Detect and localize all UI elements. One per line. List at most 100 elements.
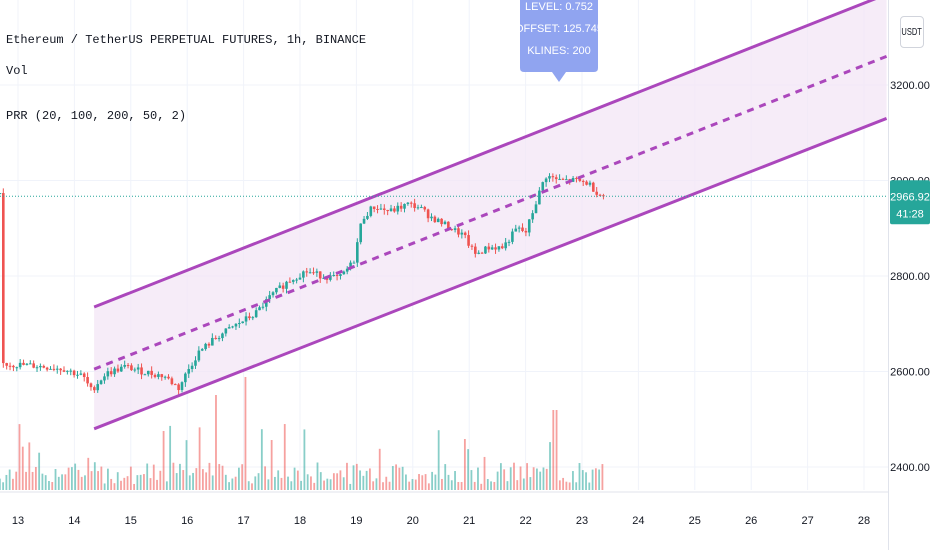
candle-body — [187, 369, 191, 374]
candle-body — [291, 280, 295, 282]
candle-body — [248, 316, 251, 319]
candle-body — [0, 193, 2, 195]
candle-body — [150, 370, 153, 375]
volume-bar — [424, 474, 427, 490]
volume-bar — [372, 481, 375, 490]
time-tick-label: 21 — [463, 515, 475, 527]
volume-bar — [378, 448, 381, 490]
candle-body — [551, 176, 555, 178]
candle-body — [514, 228, 518, 232]
candle-body — [457, 228, 460, 235]
candle-body — [527, 219, 531, 233]
volume-bar — [529, 477, 532, 490]
volume-bar — [103, 483, 106, 490]
volume-bar — [136, 475, 139, 490]
candle-body — [436, 218, 440, 223]
volume-bar — [601, 464, 604, 490]
candle-body — [109, 371, 113, 375]
candle-body — [214, 337, 218, 339]
candle-body — [393, 208, 396, 212]
candle-body — [106, 371, 110, 377]
volume-bar — [290, 481, 293, 490]
candle-body — [480, 252, 484, 254]
candle-body — [588, 182, 592, 185]
volume-bar — [267, 479, 270, 490]
candle-body — [72, 370, 76, 376]
candle-body — [470, 245, 474, 247]
volume-bar — [306, 474, 309, 490]
candle-body — [575, 178, 578, 180]
indicator-legend[interactable]: PRR (20, 100, 200, 50, 2) — [6, 109, 187, 123]
volume-bar — [18, 424, 21, 490]
candle-body — [177, 384, 180, 391]
volume-bar — [2, 482, 5, 490]
price-tick-label: 2400.00 — [890, 462, 930, 474]
volume-bar — [12, 478, 14, 490]
candle-body — [167, 376, 170, 379]
volume-bar — [70, 467, 73, 490]
volume-bar — [565, 481, 568, 490]
currency-button[interactable]: USDT — [900, 16, 924, 48]
last-price-badge: 2966.92 41:28 — [890, 180, 930, 225]
candle-body — [581, 180, 585, 182]
volume-bar — [460, 482, 463, 490]
volume-bar — [244, 377, 247, 490]
volume-bar — [61, 474, 63, 490]
candle-body — [86, 377, 89, 384]
volume-bar — [0, 478, 1, 490]
volume-bar — [120, 480, 122, 490]
volume-bar — [224, 474, 227, 490]
volume-bar — [385, 476, 388, 490]
candle-body — [389, 208, 393, 212]
volume-bar — [323, 480, 325, 490]
candle-body — [49, 368, 52, 370]
candle-body — [136, 367, 140, 370]
candle-body — [349, 262, 352, 269]
volume-bar — [450, 480, 453, 490]
volume-bar — [87, 457, 90, 490]
candle-body — [261, 306, 265, 308]
channel-fill — [94, 0, 887, 429]
candle-body — [517, 227, 521, 229]
candle-body — [99, 380, 103, 385]
volume-bar — [421, 475, 424, 490]
symbol-legend[interactable]: Ethereum / TetherUS PERPETUAL FUTURES, 1… — [6, 33, 367, 47]
volume-bar — [165, 481, 168, 490]
volume-bar — [470, 470, 473, 490]
candle-body — [403, 203, 406, 209]
volume-bar — [100, 466, 103, 490]
volume-bar — [54, 469, 57, 490]
volume-bar — [414, 479, 417, 490]
candle-body — [315, 271, 319, 273]
candle-body — [62, 370, 66, 372]
candle-body — [490, 247, 494, 250]
candle-body — [497, 246, 501, 250]
candle-body — [69, 370, 73, 372]
volume-bar — [549, 442, 551, 490]
candle-body — [82, 373, 86, 378]
candle-body — [8, 365, 12, 367]
time-tick-label: 19 — [350, 515, 362, 527]
time-tick-label: 20 — [407, 515, 419, 527]
volume-bar — [260, 429, 263, 490]
volume-bar — [110, 478, 113, 490]
price-tick-label: 3200.00 — [890, 80, 930, 92]
candle-body — [332, 275, 336, 277]
candle-body — [45, 367, 49, 370]
candle-body — [565, 179, 568, 181]
currency-label: USDT — [901, 26, 923, 38]
candle-body — [113, 368, 116, 375]
volume-bar — [598, 469, 601, 490]
volume-legend[interactable]: Vol — [6, 64, 28, 78]
candle-body — [524, 230, 528, 233]
candle-body — [184, 373, 187, 383]
candle-body — [120, 366, 123, 372]
candle-body — [585, 181, 588, 185]
candle-body — [342, 271, 346, 275]
candle-body — [541, 182, 545, 191]
candle-body — [379, 208, 383, 210]
candle-body — [450, 229, 454, 231]
candle-body — [25, 363, 29, 365]
volume-bar — [93, 462, 96, 490]
